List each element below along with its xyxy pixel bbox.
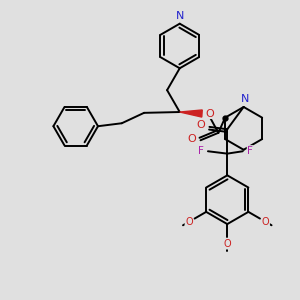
Text: O: O [197,120,206,130]
Text: N: N [176,11,184,21]
Polygon shape [180,110,202,117]
Text: O: O [205,109,214,118]
Text: F: F [247,146,253,156]
Text: O: O [188,134,197,144]
Text: N: N [241,94,249,103]
Text: F: F [198,146,203,156]
Text: O: O [224,239,231,249]
Text: O: O [262,217,269,227]
Text: O: O [185,217,193,227]
